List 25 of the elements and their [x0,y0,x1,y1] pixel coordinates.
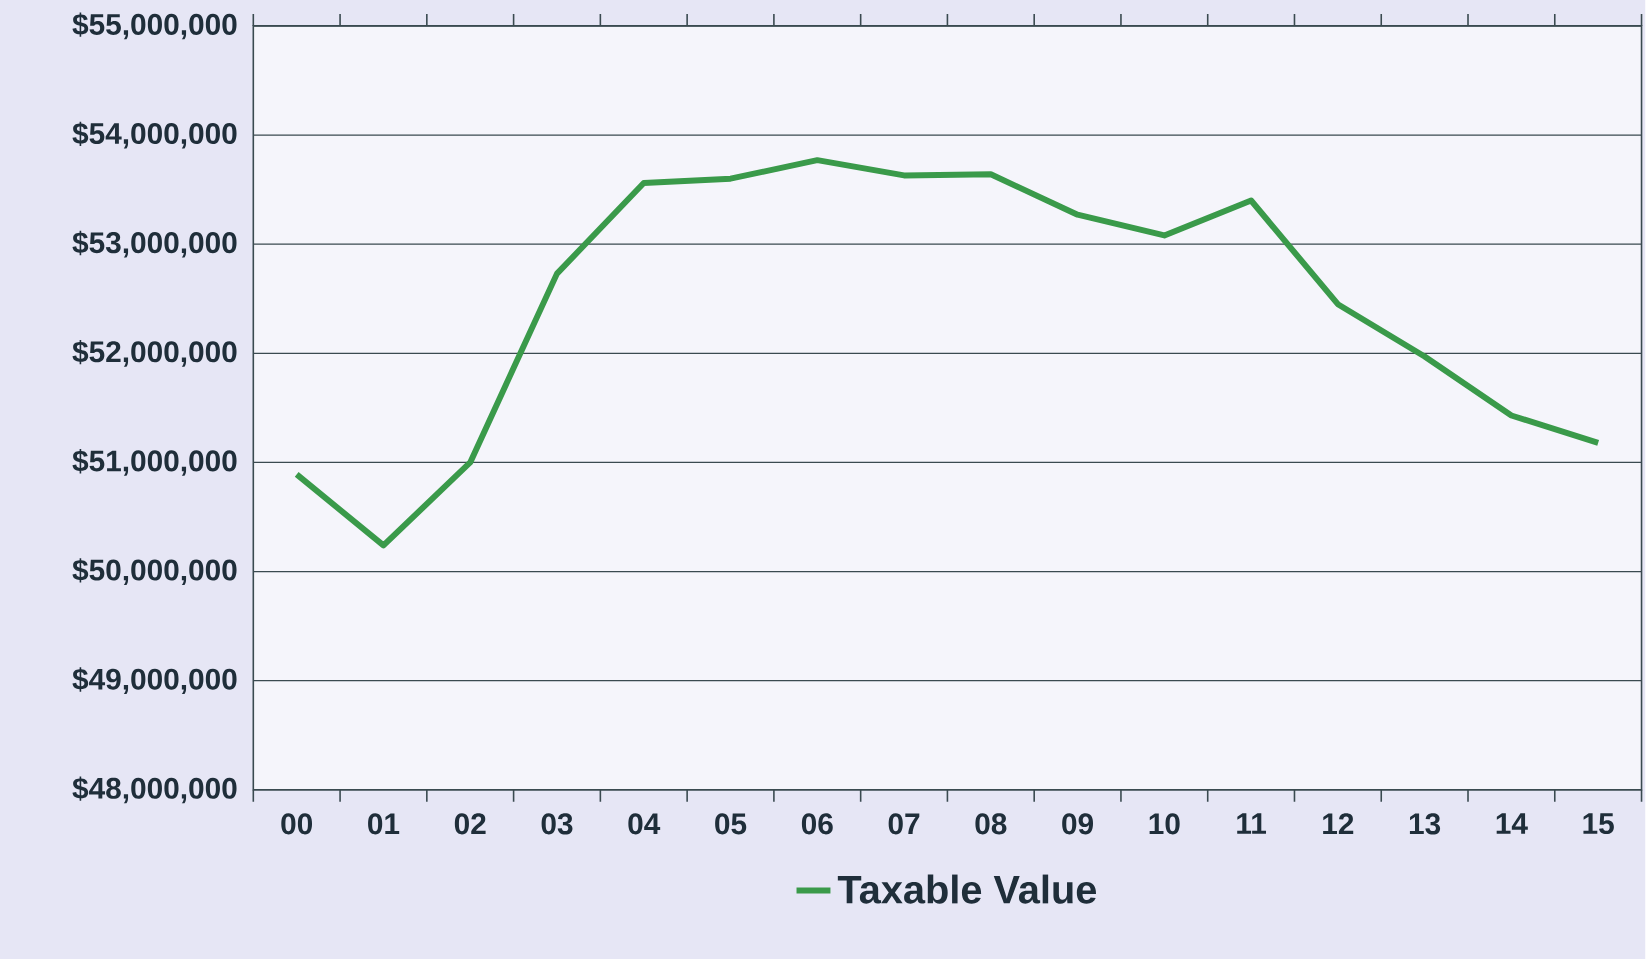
x-tick-label: 08 [975,813,1007,835]
y-tick-label: $52,000,000 [72,339,237,367]
x-tick-label: 07 [888,813,920,835]
y-tick-label: $51,000,000 [72,448,237,476]
y-tick-label: $54,000,000 [72,121,237,149]
x-tick-label: 02 [454,813,486,835]
legend-label: Taxable Value [837,874,1097,904]
y-tick-label: $49,000,000 [72,667,237,694]
x-tick-label: 01 [368,813,400,835]
x-tick-label: 04 [628,813,661,835]
x-tick-label: 12 [1323,813,1354,834]
x-tick-label: 03 [541,813,573,835]
x-tick-label: 13 [1409,813,1441,835]
y-tick-label: $50,000,000 [72,558,237,585]
x-tick-label: 11 [1237,813,1267,834]
x-tick-label: 09 [1062,813,1094,835]
y-tick-label: $55,000,000 [72,12,237,40]
x-tick-label: 05 [715,813,747,835]
y-tick-label: $48,000,000 [72,776,237,804]
x-tick-label: 00 [281,813,313,835]
y-tick-label: $53,000,000 [72,230,237,258]
x-tick-label: 14 [1496,813,1528,834]
x-tick-label: 15 [1583,813,1614,834]
x-tick-label: 06 [801,813,833,835]
x-tick-label: 10 [1149,813,1180,835]
